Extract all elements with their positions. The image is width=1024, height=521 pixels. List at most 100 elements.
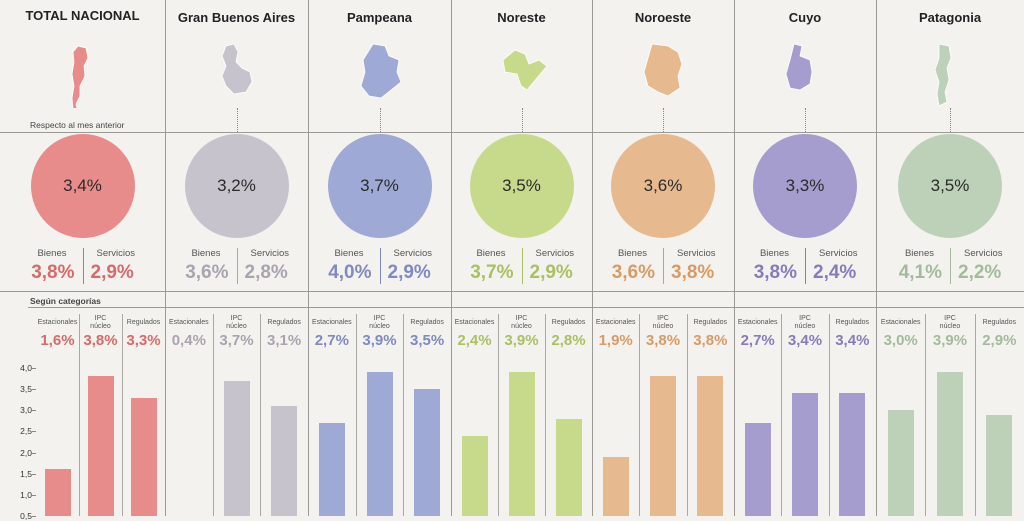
bar-ipc-nucleo [650, 376, 676, 516]
y-tick-label: 1,5 [20, 468, 32, 479]
bienes-value: 3,8% [753, 262, 797, 283]
category-label: IPC núcleo [90, 315, 111, 330]
bar-estacionales [461, 435, 488, 516]
bar-ipc-nucleo [508, 372, 535, 516]
section-divider [308, 132, 451, 133]
category-label: Estacionales [311, 319, 352, 326]
region-map-icon [360, 43, 401, 99]
bienes-servicios-divider [663, 248, 664, 284]
region-map-icon [785, 43, 813, 91]
category-value: 3,4% [835, 332, 870, 349]
note-by-category: Según categorías [30, 296, 101, 306]
bar-estacionales [744, 422, 771, 516]
servicios-value: 3,8% [671, 262, 715, 283]
map-leader-line [379, 108, 381, 132]
category-value: 0,4% [171, 332, 206, 349]
category-value: 2,9% [982, 332, 1017, 349]
region-title: Noreste [497, 10, 546, 25]
region-column: TOTAL NACIONAL 3,4% Bienes Servicios 3,8% 2,9… [0, 0, 165, 516]
servicios-label: Servicios [393, 248, 433, 259]
servicios-value: 2,8% [244, 262, 288, 283]
section-divider [165, 132, 308, 133]
region-map-icon [71, 45, 88, 108]
category-label: IPC núcleo [652, 315, 674, 330]
bar-regulados [555, 418, 582, 516]
category-label: Regulados [835, 319, 870, 326]
category-label: IPC núcleo [939, 315, 961, 330]
category-divider [28, 307, 1024, 308]
map-leader-line [236, 108, 238, 132]
column-separator [734, 0, 735, 516]
y-tick-label: 4,0 [20, 363, 32, 373]
servicios-value: 2,2% [958, 262, 1002, 283]
y-tick-mark [32, 473, 36, 475]
y-tick-mark [32, 368, 36, 369]
monthly-variation-circle: 3,2% [184, 134, 289, 238]
category-separator [781, 314, 783, 516]
bienes-value: 3,7% [470, 262, 514, 283]
bar-ipc-nucleo [937, 372, 963, 516]
bienes-servicios-divider [950, 248, 951, 284]
bienes-label: Bienes [617, 248, 647, 259]
map-leader-line [805, 108, 806, 132]
y-tick-label: 3,5 [20, 384, 32, 395]
category-value: 3,5% [410, 332, 445, 349]
region-column: Pampeana 3,7% Bienes Servicios 4,0% 2,9% Estac… [308, 0, 451, 516]
monthly-variation-circle: 3,7% [327, 134, 432, 238]
category-value: 3,4% [787, 332, 823, 349]
bar-estacionales [602, 456, 629, 516]
bienes-servicios-divider [236, 248, 238, 284]
bienes-servicios-divider [82, 248, 84, 284]
map-leader-line [950, 108, 951, 132]
section-divider [451, 132, 592, 133]
bienes-label: Bienes [37, 248, 67, 259]
servicios-label: Servicios [535, 248, 575, 259]
category-separator [212, 314, 214, 516]
bienes-servicios-divider [805, 248, 806, 284]
category-separator [355, 314, 357, 516]
category-value: 3,7% [219, 332, 254, 349]
region-title: Cuyo [788, 10, 822, 25]
column-separator [165, 0, 166, 516]
servicios-label: Servicios [964, 248, 1003, 259]
category-label: Regulados [410, 319, 444, 326]
servicios-label: Servicios [819, 248, 858, 259]
section-divider [0, 291, 1024, 292]
y-tick-mark [32, 516, 36, 517]
servicios-value: 2,9% [90, 262, 134, 283]
bar-regulados [839, 393, 866, 516]
bar-ipc-nucleo [223, 380, 250, 516]
category-value: 3,8% [645, 332, 681, 349]
category-value: 1,9% [598, 332, 633, 349]
y-tick-label: 2,0 [20, 447, 32, 458]
category-label: Regulados [551, 319, 586, 326]
y-tick-mark [32, 452, 36, 454]
category-value: 3,3% [126, 332, 161, 349]
category-separator [925, 314, 927, 516]
bar-ipc-nucleo [87, 376, 114, 516]
note-previous-month: Respecto al mes anterior [30, 120, 125, 130]
monthly-variation-circle: 3,5% [898, 134, 1002, 238]
region-column: Cuyo 3,3% Bienes Servicios 3,8% 2,4% Estaciona… [734, 0, 876, 516]
section-divider [592, 132, 734, 133]
category-label: Estacionales [37, 319, 78, 326]
map-leader-line [663, 108, 664, 132]
bienes-value: 3,8% [31, 262, 75, 283]
bar-regulados [986, 414, 1013, 516]
category-label: IPC núcleo [369, 315, 390, 330]
category-separator [639, 314, 641, 516]
region-column: Gran Buenos Aires 3,2% Bienes Servicios 3,6%… [165, 0, 308, 516]
category-label: IPC núcleo [226, 315, 247, 330]
category-label: IPC núcleo [794, 315, 816, 330]
category-separator [545, 314, 546, 516]
servicios-value: 2,9% [387, 262, 431, 283]
category-value: 2,4% [457, 332, 492, 349]
category-label: Regulados [982, 319, 1017, 326]
bar-estacionales [318, 422, 345, 516]
region-column: Noroeste 3,6% Bienes Servicios 3,6% 3,8% Estac… [592, 0, 734, 516]
monthly-variation-circle: 3,5% [469, 134, 574, 238]
region-title: Pampeana [346, 10, 413, 25]
monthly-variation-circle: 3,6% [611, 134, 715, 238]
bar-regulados [271, 406, 298, 516]
